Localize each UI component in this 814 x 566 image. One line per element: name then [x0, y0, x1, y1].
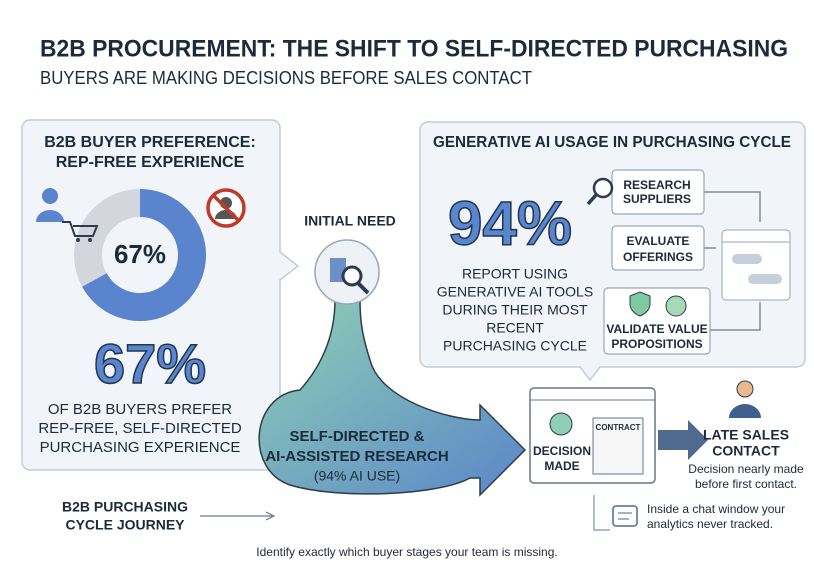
late-contact-title: LATE SALES: [703, 427, 789, 443]
title: B2B PROCUREMENT: THE SHIFT TO SELF-DIREC…: [40, 35, 788, 62]
decision-label: MADE: [544, 459, 579, 473]
arrow: [658, 420, 708, 460]
no-rep-icon: [206, 188, 246, 228]
research-note: (94% AI USE): [314, 468, 400, 484]
window-icon: [721, 229, 791, 301]
panel-title: B2B BUYER PREFERENCE:: [44, 134, 256, 151]
decision-label: DECISION: [533, 444, 591, 458]
stat-description: REP-FREE, SELF-DIRECTED: [38, 420, 242, 437]
chat-icon: [593, 495, 638, 531]
footer: Identify exactly which buyer stages your…: [256, 545, 557, 559]
stat-description: RECENT: [486, 320, 544, 336]
initial-need: INITIAL NEED: [304, 213, 396, 229]
connectors: [704, 191, 761, 331]
research-label: SELF-DIRECTED &: [290, 428, 425, 445]
stat-description: DURING THEIR MOST: [442, 302, 588, 318]
late-contact-note: Decision nearly made: [688, 462, 804, 476]
step-label: SUPPLIERS: [623, 192, 691, 206]
big-stat: 94%: [448, 189, 572, 258]
step-label: OFFERINGS: [623, 250, 693, 264]
step-label: EVALUATE: [627, 234, 690, 248]
stat-description: PURCHASING CYCLE: [443, 338, 587, 354]
research-label: AI-ASSISTED RESEARCH: [265, 448, 448, 465]
step-label: VALIDATE VALUE: [606, 322, 707, 336]
chat-note: Inside a chat window your: [647, 502, 785, 516]
journey-arrow: [200, 511, 276, 521]
late-contact-title: CONTACT: [712, 443, 780, 459]
validate-icons: [629, 291, 687, 317]
journey-label: B2B PURCHASING: [62, 499, 188, 515]
stat-description: OF B2B BUYERS PREFER: [48, 401, 232, 418]
chat-note: analytics never tracked.: [647, 517, 773, 531]
decision-window: [529, 387, 656, 484]
need-icon: [314, 239, 380, 305]
document-label: CONTRACT: [596, 423, 641, 432]
stat-description: PURCHASING EXPERIENCE: [40, 439, 241, 456]
donut-arc: [82, 189, 206, 321]
step-label: RESEARCH: [623, 178, 690, 192]
stat-description: REPORT USING: [462, 266, 568, 282]
subtitle: BUYERS ARE MAKING DECISIONS BEFORE SALES…: [40, 68, 532, 88]
stat-description: GENERATIVE AI TOOLS: [437, 284, 593, 300]
search-icon: [586, 177, 614, 206]
journey-label: CYCLE JOURNEY: [65, 517, 185, 533]
person-icon: [36, 188, 99, 242]
late-contact-note: before first contact.: [695, 477, 797, 491]
big-stat: 67%: [94, 332, 206, 395]
step-label: PROPOSITIONS: [611, 337, 702, 351]
donut-label: 67%: [114, 239, 166, 269]
panel-title: GENERATIVE AI USAGE IN PURCHASING CYCLE: [433, 134, 791, 151]
research-flow: [258, 299, 527, 497]
panel-title: REP-FREE EXPERIENCE: [56, 154, 245, 171]
sales-person-icon: [729, 380, 761, 418]
